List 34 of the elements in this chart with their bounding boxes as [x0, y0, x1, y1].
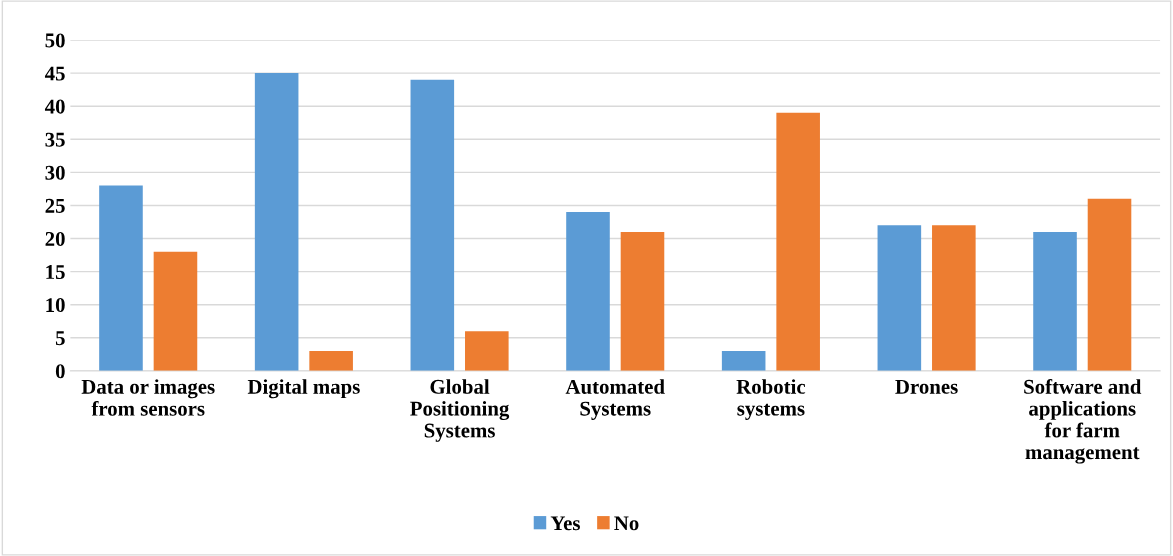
bar: [776, 112, 820, 371]
bar: [99, 185, 143, 371]
x-tick-label: Automated Systems: [565, 379, 665, 420]
y-tick-label: 25: [45, 198, 65, 213]
y-tick-label: 50: [45, 33, 65, 48]
legend-label: No: [614, 516, 639, 531]
bar: [620, 231, 665, 371]
bar: [1033, 231, 1077, 371]
y-tick-label: 35: [45, 132, 65, 147]
x-tick-label: Robotic systems: [736, 379, 806, 420]
y-tick-label: 30: [45, 165, 65, 180]
x-tick-label: Global Positioning Systems: [410, 379, 510, 442]
y-tick-label: 10: [46, 298, 65, 313]
bar: [877, 225, 922, 371]
bar: [721, 351, 766, 371]
bar: [254, 73, 299, 371]
bar: [1087, 198, 1132, 371]
bar: [932, 225, 976, 371]
x-tick-label: Digital maps: [247, 379, 360, 399]
bar: [410, 79, 455, 371]
bar: [153, 251, 198, 371]
bar: [465, 331, 509, 371]
y-tick-label: 15: [46, 265, 65, 280]
legend-label: Yes: [550, 516, 580, 531]
bar: [309, 351, 353, 371]
x-tick-label: Data or images from sensors: [81, 379, 215, 416]
y-tick-label: 0: [55, 364, 65, 379]
y-tick-label: 20: [45, 231, 65, 246]
y-tick-label: 45: [44, 66, 65, 81]
y-tick-label: 40: [44, 99, 65, 114]
x-tick-label: Software and applications for farm management: [1024, 378, 1142, 464]
y-tick-label: 5: [55, 331, 65, 346]
x-tick-label: Drones: [895, 380, 958, 394]
bar: [566, 212, 610, 371]
